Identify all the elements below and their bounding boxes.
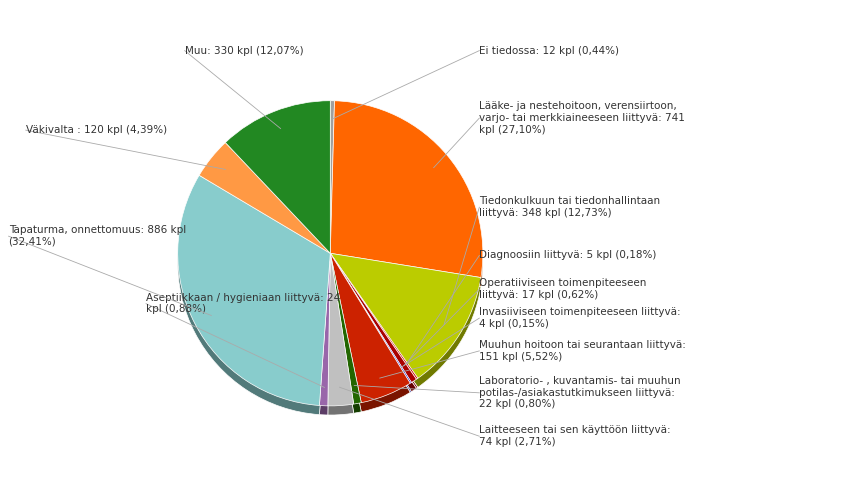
Wedge shape	[330, 254, 411, 402]
Wedge shape	[330, 254, 417, 379]
Text: Aseptiikkaan / hygieniaan liittyvä: 24
kpl (0,88%): Aseptiikkaan / hygieniaan liittyvä: 24 k…	[146, 293, 340, 314]
Text: Laboratorio- , kuvantamis- tai muuhun
potilas-/asiakastutkimukseen liittyvä:
22 : Laboratorio- , kuvantamis- tai muuhun po…	[479, 376, 681, 409]
Wedge shape	[225, 110, 330, 262]
Wedge shape	[330, 110, 334, 262]
Text: Ei tiedossa: 12 kpl (0,44%): Ei tiedossa: 12 kpl (0,44%)	[479, 46, 619, 55]
Text: Tiedonkulkuun tai tiedonhallintaan
liittyvä: 348 kpl (12,73%): Tiedonkulkuun tai tiedonhallintaan liitt…	[479, 197, 661, 218]
Wedge shape	[330, 254, 411, 383]
Text: Tapaturma, onnettomuus: 886 kpl
(32,41%): Tapaturma, onnettomuus: 886 kpl (32,41%)	[9, 226, 186, 247]
Text: Operatiiviseen toimenpiteeseen
liittyvä: 17 kpl (0,62%): Operatiiviseen toimenpiteeseen liittyvä:…	[479, 279, 647, 300]
Wedge shape	[328, 262, 354, 415]
Wedge shape	[328, 254, 354, 406]
Wedge shape	[330, 262, 362, 413]
Text: Muu: 330 kpl (12,07%): Muu: 330 kpl (12,07%)	[185, 46, 303, 55]
Wedge shape	[330, 262, 411, 412]
Wedge shape	[178, 175, 330, 405]
Text: Diagnoosiin liittyvä: 5 kpl (0,18%): Diagnoosiin liittyvä: 5 kpl (0,18%)	[479, 251, 656, 260]
Text: Muuhun hoitoon tai seurantaan liittyvä:
151 kpl (5,52%): Muuhun hoitoon tai seurantaan liittyvä: …	[479, 340, 686, 362]
Wedge shape	[330, 110, 483, 287]
Wedge shape	[199, 143, 330, 254]
Wedge shape	[330, 254, 417, 383]
Wedge shape	[330, 254, 362, 404]
Wedge shape	[178, 185, 330, 415]
Wedge shape	[225, 101, 330, 254]
Wedge shape	[330, 262, 417, 388]
Wedge shape	[330, 262, 481, 388]
Text: Väkivalta : 120 kpl (4,39%): Väkivalta : 120 kpl (4,39%)	[26, 125, 167, 135]
Text: Lääke- ja nestehoitoon, verensiirtoon,
varjo- tai merkkiaineeseen liittyvä: 741
: Lääke- ja nestehoitoon, verensiirtoon, v…	[479, 102, 685, 134]
Wedge shape	[199, 152, 330, 262]
Wedge shape	[330, 262, 411, 392]
Wedge shape	[320, 262, 330, 415]
Text: Invasiiviseen toimenpiteeseen liittyvä:
4 kpl (0,15%): Invasiiviseen toimenpiteeseen liittyvä: …	[479, 308, 681, 329]
Wedge shape	[330, 262, 417, 392]
Wedge shape	[330, 101, 483, 278]
Wedge shape	[320, 254, 330, 406]
Wedge shape	[330, 254, 481, 378]
Text: Laitteeseen tai sen käyttöön liittyvä:
74 kpl (2,71%): Laitteeseen tai sen käyttöön liittyvä: 7…	[479, 426, 671, 447]
Wedge shape	[330, 101, 334, 254]
